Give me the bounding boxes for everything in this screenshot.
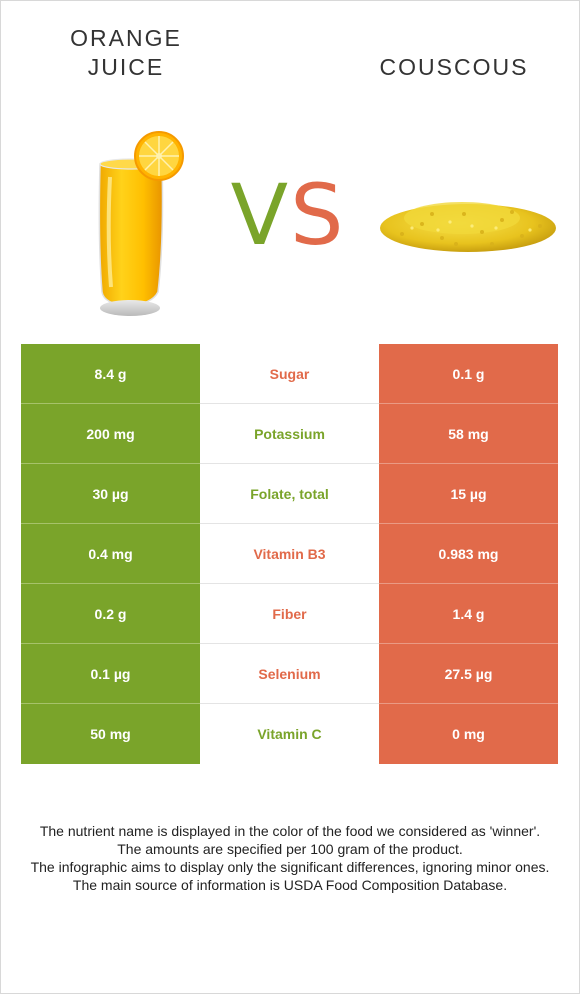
- table-row: 0.4 mg Vitamin B3 0.983 mg: [21, 524, 558, 584]
- right-value: 15 µg: [379, 464, 558, 524]
- left-value: 0.1 µg: [21, 644, 200, 704]
- nutrient-name: Vitamin C: [200, 704, 379, 764]
- nutrient-name: Selenium: [200, 644, 379, 704]
- left-value: 0.4 mg: [21, 524, 200, 584]
- nutrient-name: Folate, total: [200, 464, 379, 524]
- couscous-image: [372, 184, 564, 260]
- right-value: 0.983 mg: [379, 524, 558, 584]
- nutrient-name: Fiber: [200, 584, 379, 644]
- table-row: 0.1 µg Selenium 27.5 µg: [21, 644, 558, 704]
- left-value: 30 µg: [21, 464, 200, 524]
- footer-notes: The nutrient name is displayed in the co…: [30, 822, 550, 894]
- vs-s: S: [290, 166, 346, 264]
- nutrient-name: Vitamin B3: [200, 524, 379, 584]
- table-row: 30 µg Folate, total 15 µg: [21, 464, 558, 524]
- left-food-title: Orange juice: [70, 25, 182, 80]
- footer-line-3: The infographic aims to display only the…: [30, 859, 550, 875]
- table-row: 0.2 g Fiber 1.4 g: [21, 584, 558, 644]
- right-food-title: Couscous: [379, 54, 529, 80]
- left-value: 8.4 g: [21, 344, 200, 404]
- right-value: 27.5 µg: [379, 644, 558, 704]
- left-value: 50 mg: [21, 704, 200, 764]
- footer-line-1: The nutrient name is displayed in the co…: [39, 823, 541, 839]
- table-row: 8.4 g Sugar 0.1 g: [21, 344, 558, 404]
- right-value: 0.1 g: [379, 344, 558, 404]
- footer-line-4: The main source of information is USDA F…: [72, 877, 508, 893]
- nutrient-name: Potassium: [200, 404, 379, 464]
- footer-line-2: The amounts are specified per 100 gram o…: [117, 841, 463, 857]
- comparison-table: 8.4 g Sugar 0.1 g 200 mg Potassium 58 mg 30 µg…: [21, 344, 558, 764]
- table-row: 200 mg Potassium 58 mg: [21, 404, 558, 464]
- nutrient-name: Sugar: [200, 344, 379, 404]
- orange-juice-image: [86, 122, 196, 322]
- vs-v: V: [230, 166, 291, 264]
- right-value: 1.4 g: [379, 584, 558, 644]
- left-value: 0.2 g: [21, 584, 200, 644]
- left-value: 200 mg: [21, 404, 200, 464]
- right-value: 58 mg: [379, 404, 558, 464]
- versus-label: VS: [222, 170, 354, 260]
- right-value: 0 mg: [379, 704, 558, 764]
